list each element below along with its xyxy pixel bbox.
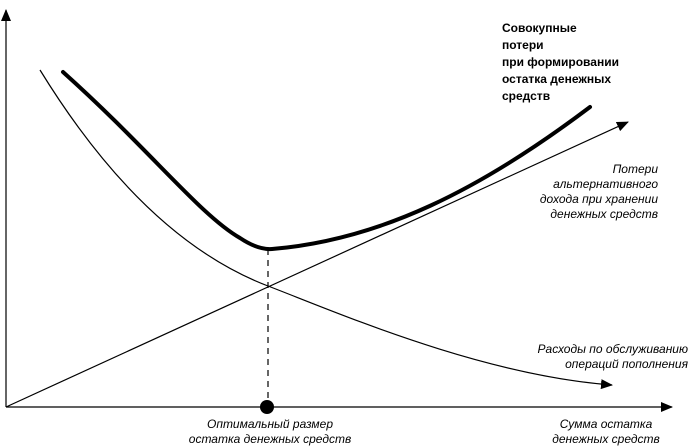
total-costs-line-2: потери [502, 38, 544, 52]
opportunity-costs-line-1: Потери [612, 162, 658, 176]
service-costs-label: Расходы по обслуживанию операций пополне… [480, 342, 688, 372]
total-costs-label: Совокупные потери при формировании остат… [502, 20, 682, 105]
service-cost-curve [39, 69, 613, 390]
x-axis-label: Сумма остатка денежных средств [536, 417, 676, 447]
optimal-point-label: Оптимальный размер остатка денежных сред… [172, 417, 368, 447]
service-costs-line-1: Расходы по обслуживанию [537, 342, 688, 356]
opportunity-costs-line-3: дохода при хранении [539, 192, 658, 206]
optimal-point-line-1: Оптимальный размер [207, 417, 333, 431]
total-cost-curve [61, 70, 592, 252]
total-costs-line-4: остатка денежных [502, 72, 612, 86]
service-costs-line-2: операций пополнения [565, 357, 688, 371]
total-costs-line-3: при формировании [502, 55, 619, 69]
x-axis-line-1: Сумма остатка [559, 417, 653, 431]
opportunity-costs-line-4: денежных средств [550, 207, 658, 221]
x-axis-line-2: денежных средств [552, 432, 660, 446]
optimal-point-line-2: остатка денежных средств [188, 432, 352, 446]
optimal-point [260, 400, 274, 414]
opportunity-costs-label: Потери альтернативного дохода при хранен… [480, 162, 658, 222]
total-costs-line-1: Совокупные [502, 21, 577, 35]
opportunity-cost-line [5, 121, 629, 408]
opportunity-costs-line-2: альтернативного [553, 177, 658, 191]
total-costs-line-5: средств [502, 89, 551, 103]
